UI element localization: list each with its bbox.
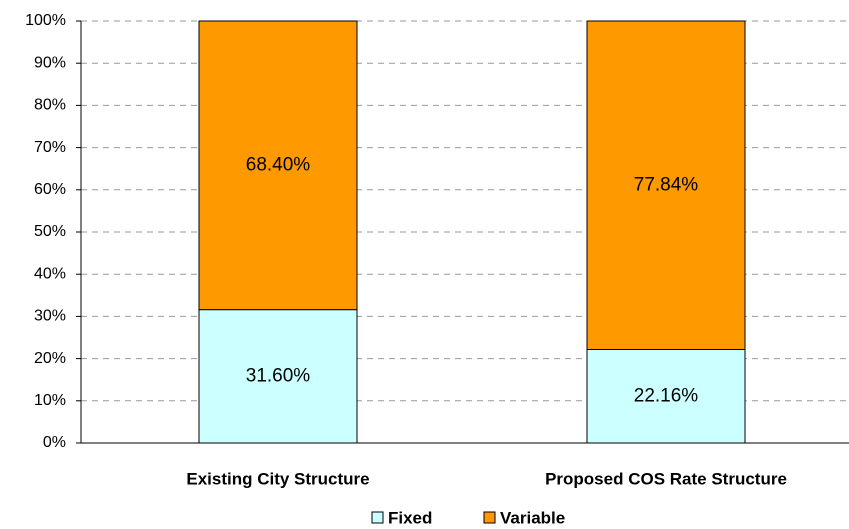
y-tick-label: 90% — [34, 54, 66, 71]
data-label: 31.60% — [246, 365, 311, 386]
y-tick-label: 50% — [34, 223, 66, 240]
legend-swatch — [483, 511, 496, 524]
y-tick-label: 0% — [43, 434, 66, 451]
x-tick-label: Proposed COS Rate Structure — [545, 469, 787, 488]
data-label: 22.16% — [634, 385, 699, 406]
y-tick-label: 80% — [34, 97, 66, 114]
data-label: 77.84% — [634, 174, 699, 195]
bar-segment — [198, 20, 358, 311]
y-tick-label: 10% — [34, 392, 66, 409]
y-tick-label: 30% — [34, 308, 66, 325]
y-tick-label: 20% — [34, 350, 66, 367]
y-tick-label: 60% — [34, 181, 66, 198]
legend-swatch — [371, 511, 384, 524]
bar-segment — [586, 20, 746, 350]
x-tick-label: Existing City Structure — [186, 469, 369, 488]
legend-label: Fixed — [388, 508, 432, 527]
legend-label: Variable — [500, 508, 565, 527]
y-tick-label: 100% — [25, 12, 66, 29]
data-label: 68.40% — [246, 154, 311, 175]
bar-segment — [198, 309, 358, 444]
y-tick-label: 40% — [34, 265, 66, 282]
y-tick-label: 70% — [34, 139, 66, 156]
